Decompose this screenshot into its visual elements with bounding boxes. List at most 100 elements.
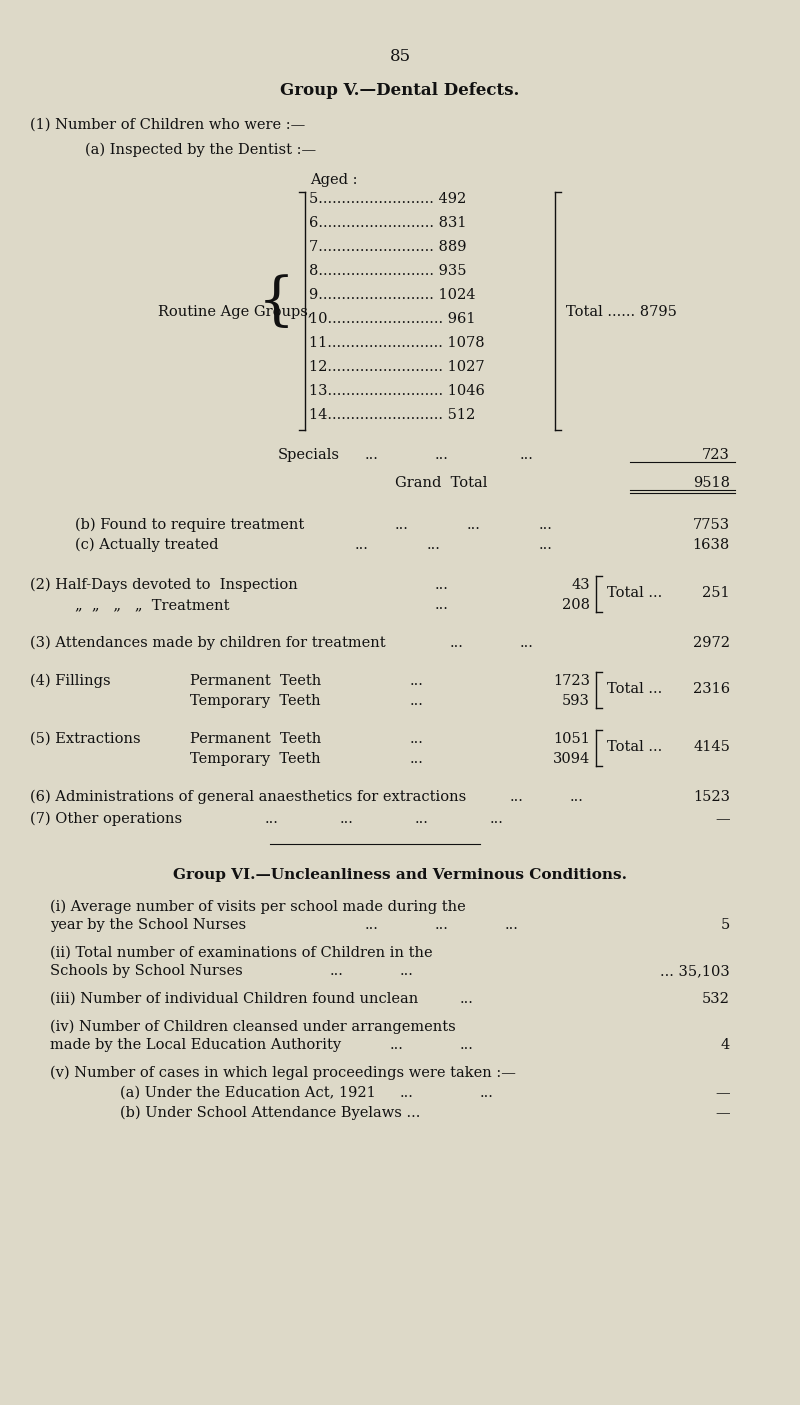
Text: ...: ...: [450, 636, 464, 651]
Text: Group VI.—Uncleanliness and Verminous Conditions.: Group VI.—Uncleanliness and Verminous Co…: [173, 868, 627, 882]
Text: (iii) Number of individual Children found unclean: (iii) Number of individual Children foun…: [50, 992, 418, 1006]
Text: (iv) Number of Children cleansed under arrangements: (iv) Number of Children cleansed under a…: [50, 1020, 456, 1034]
Text: ...: ...: [410, 732, 424, 746]
Text: Temporary  Teeth: Temporary Teeth: [190, 694, 321, 708]
Text: (b) Under School Attendance Byelaws ...: (b) Under School Attendance Byelaws ...: [120, 1106, 420, 1120]
Text: (7) Other operations: (7) Other operations: [30, 812, 182, 826]
Text: ...: ...: [435, 448, 449, 462]
Text: ...: ...: [365, 917, 379, 932]
Text: ...: ...: [265, 812, 279, 826]
Text: ...: ...: [355, 538, 369, 552]
Text: ...: ...: [340, 812, 354, 826]
Text: 1723: 1723: [553, 674, 590, 688]
Text: 9518: 9518: [693, 476, 730, 490]
Text: 12......................... 1027: 12......................... 1027: [309, 360, 485, 374]
Text: ...: ...: [330, 964, 344, 978]
Text: Grand  Total: Grand Total: [395, 476, 487, 490]
Text: ...: ...: [435, 577, 449, 592]
Text: ...: ...: [539, 518, 553, 532]
Text: 11......................... 1078: 11......................... 1078: [309, 336, 485, 350]
Text: ...: ...: [435, 917, 449, 932]
Text: (2) Half-Days devoted to  Inspection: (2) Half-Days devoted to Inspection: [30, 577, 298, 593]
Text: ...: ...: [520, 636, 534, 651]
Text: {: {: [258, 275, 295, 332]
Text: 3094: 3094: [553, 752, 590, 766]
Text: Total ...... 8795: Total ...... 8795: [566, 305, 677, 319]
Text: 532: 532: [702, 992, 730, 1006]
Text: (c) Actually treated: (c) Actually treated: [75, 538, 218, 552]
Text: —: —: [715, 812, 730, 826]
Text: 1638: 1638: [693, 538, 730, 552]
Text: ...: ...: [480, 1086, 494, 1100]
Text: „  „   „   „  Treatment: „ „ „ „ Treatment: [75, 599, 230, 613]
Text: Total ...: Total ...: [607, 740, 662, 754]
Text: Permanent  Teeth: Permanent Teeth: [190, 732, 322, 746]
Text: Schools by School Nurses: Schools by School Nurses: [50, 964, 242, 978]
Text: ...: ...: [460, 1038, 474, 1052]
Text: Group V.—Dental Defects.: Group V.—Dental Defects.: [280, 81, 520, 98]
Text: 10......................... 961: 10......................... 961: [309, 312, 475, 326]
Text: 5......................... 492: 5......................... 492: [309, 192, 466, 207]
Text: (ii) Total number of examinations of Children in the: (ii) Total number of examinations of Chi…: [50, 946, 433, 960]
Text: 4: 4: [721, 1038, 730, 1052]
Text: —: —: [715, 1106, 730, 1120]
Text: 7753: 7753: [693, 518, 730, 532]
Text: 251: 251: [702, 586, 730, 600]
Text: 208: 208: [562, 599, 590, 613]
Text: (5) Extractions: (5) Extractions: [30, 732, 141, 746]
Text: 8......................... 935: 8......................... 935: [309, 264, 466, 278]
Text: year by the School Nurses: year by the School Nurses: [50, 917, 246, 932]
Text: ...: ...: [467, 518, 481, 532]
Text: ...: ...: [570, 790, 584, 804]
Text: ...: ...: [435, 599, 449, 613]
Text: ...: ...: [520, 448, 534, 462]
Text: 4145: 4145: [693, 740, 730, 754]
Text: 593: 593: [562, 694, 590, 708]
Text: Specials: Specials: [278, 448, 340, 462]
Text: ...: ...: [460, 992, 474, 1006]
Text: 14......................... 512: 14......................... 512: [309, 407, 475, 422]
Text: 1523: 1523: [693, 790, 730, 804]
Text: Total ...: Total ...: [607, 586, 662, 600]
Text: ... 35,103: ... 35,103: [660, 964, 730, 978]
Text: 2972: 2972: [693, 636, 730, 651]
Text: Total ...: Total ...: [607, 681, 662, 695]
Text: ...: ...: [400, 964, 414, 978]
Text: (a) Inspected by the Dentist :—: (a) Inspected by the Dentist :—: [85, 143, 316, 157]
Text: ...: ...: [390, 1038, 404, 1052]
Text: 7......................... 889: 7......................... 889: [309, 240, 466, 254]
Text: 85: 85: [390, 48, 410, 65]
Text: 9......................... 1024: 9......................... 1024: [309, 288, 475, 302]
Text: Aged :: Aged :: [310, 173, 358, 187]
Text: ...: ...: [539, 538, 553, 552]
Text: (6) Administrations of general anaesthetics for extractions: (6) Administrations of general anaesthet…: [30, 790, 466, 805]
Text: (b) Found to require treatment: (b) Found to require treatment: [75, 518, 304, 532]
Text: 13......................... 1046: 13......................... 1046: [309, 384, 485, 398]
Text: 5: 5: [721, 917, 730, 932]
Text: ...: ...: [415, 812, 429, 826]
Text: 723: 723: [702, 448, 730, 462]
Text: ...: ...: [410, 752, 424, 766]
Text: (4) Fillings: (4) Fillings: [30, 674, 110, 688]
Text: ...: ...: [400, 1086, 414, 1100]
Text: ...: ...: [410, 674, 424, 688]
Text: —: —: [715, 1086, 730, 1100]
Text: ...: ...: [505, 917, 519, 932]
Text: ...: ...: [365, 448, 379, 462]
Text: Permanent  Teeth: Permanent Teeth: [190, 674, 322, 688]
Text: ...: ...: [395, 518, 409, 532]
Text: (3) Attendances made by children for treatment: (3) Attendances made by children for tre…: [30, 636, 386, 651]
Text: 6......................... 831: 6......................... 831: [309, 216, 466, 230]
Text: (1) Number of Children who were :—: (1) Number of Children who were :—: [30, 118, 306, 132]
Text: 2316: 2316: [693, 681, 730, 695]
Text: ...: ...: [490, 812, 504, 826]
Text: made by the Local Education Authority: made by the Local Education Authority: [50, 1038, 341, 1052]
Text: ...: ...: [427, 538, 441, 552]
Text: (v) Number of cases in which legal proceedings were taken :—: (v) Number of cases in which legal proce…: [50, 1066, 516, 1080]
Text: Routine Age Groups,: Routine Age Groups,: [158, 305, 313, 319]
Text: Temporary  Teeth: Temporary Teeth: [190, 752, 321, 766]
Text: 43: 43: [571, 577, 590, 592]
Text: ...: ...: [510, 790, 524, 804]
Text: (i) Average number of visits per school made during the: (i) Average number of visits per school …: [50, 901, 466, 915]
Text: ...: ...: [410, 694, 424, 708]
